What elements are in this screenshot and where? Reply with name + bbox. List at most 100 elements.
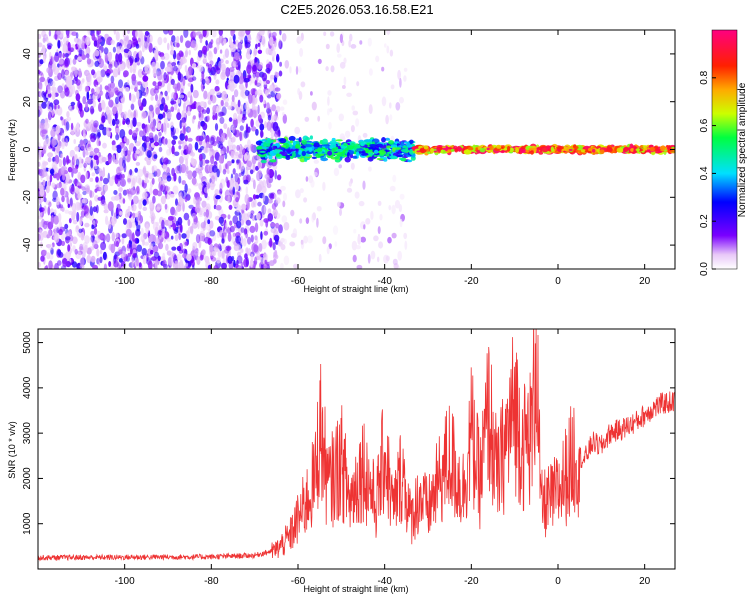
- heatmap-line-cell: [304, 159, 308, 162]
- x-tick-label: -100: [115, 276, 135, 287]
- heatmap-line-cell: [623, 146, 629, 153]
- heatmap-blob: [269, 237, 273, 248]
- heatmap-blob: [179, 133, 185, 141]
- heatmap-blob: [48, 30, 52, 37]
- heatmap-line-cell: [409, 139, 414, 144]
- heatmap-blob: [170, 121, 174, 129]
- heatmap-blob: [235, 235, 242, 244]
- heatmap-blob: [204, 255, 210, 264]
- heatmap-blob: [218, 30, 223, 36]
- heatmap-blob: [170, 78, 175, 85]
- heatmap-blob: [253, 106, 258, 111]
- y-tick-label: 4000: [22, 376, 33, 399]
- heatmap-blob: [158, 234, 162, 240]
- heatmap-blob: [47, 152, 54, 158]
- heatmap-blob: [42, 37, 46, 43]
- heatmap-blob: [238, 83, 244, 90]
- heatmap-blob: [219, 49, 223, 54]
- heatmap-blob: [226, 169, 230, 175]
- heatmap-blob: [272, 121, 279, 132]
- heatmap-blob: [158, 137, 163, 147]
- heatmap-blob: [167, 256, 173, 266]
- spectrogram-panel: -100 -80 -60 -40 -20 0 20 -40 -20 0 20 40 Height o…: [7, 29, 676, 294]
- heatmap-blob: [346, 187, 353, 193]
- heatmap-blob: [98, 151, 101, 158]
- heatmap-blob: [282, 112, 285, 116]
- heatmap-blob: [354, 191, 360, 199]
- heatmap-blob: [200, 146, 205, 151]
- heatmap-blob: [191, 76, 197, 81]
- heatmap-blob: [352, 254, 357, 263]
- heatmap-blob: [343, 57, 347, 64]
- heatmap-blob: [263, 218, 270, 223]
- heatmap-line-cell: [488, 145, 494, 151]
- heatmap-blob: [248, 36, 252, 41]
- heatmap-blob: [389, 185, 396, 192]
- heatmap-blob: [391, 204, 396, 215]
- heatmap-blob: [70, 101, 76, 106]
- heatmap-line-cell: [369, 144, 377, 147]
- heatmap-blob: [228, 204, 233, 210]
- heatmap-blob: [200, 230, 205, 237]
- x-tick-label: -40: [377, 276, 392, 287]
- heatmap-blob: [139, 130, 144, 138]
- heatmap-blob: [245, 186, 248, 195]
- heatmap-blob: [107, 114, 112, 123]
- heatmap-blob: [87, 30, 92, 36]
- heatmap-blob: [204, 159, 210, 164]
- heatmap-blob: [220, 99, 224, 107]
- heatmap-line-cell: [285, 156, 291, 160]
- heatmap-blob: [127, 59, 131, 69]
- heatmap-line-cell: [301, 139, 307, 145]
- heatmap-blob: [127, 30, 130, 35]
- heatmap-blob: [313, 171, 318, 177]
- heatmap-blob: [399, 218, 403, 228]
- heatmap-blob: [397, 69, 401, 80]
- heatmap-blob: [201, 249, 206, 256]
- heatmap-blob: [163, 263, 168, 269]
- heatmap-blob: [254, 79, 258, 86]
- heatmap-blob: [164, 125, 167, 135]
- heatmap-blob: [359, 40, 363, 45]
- heatmap-blob: [171, 145, 175, 155]
- heatmap-blob: [254, 56, 258, 63]
- heatmap-blob: [115, 133, 120, 141]
- heatmap-blob: [175, 127, 179, 134]
- heatmap-blob: [233, 117, 238, 127]
- heatmap-blob: [183, 212, 190, 221]
- heatmap-line-cell: [272, 145, 276, 151]
- heatmap-blob: [83, 204, 89, 214]
- heatmap-blob: [280, 262, 284, 269]
- heatmap-blob: [188, 143, 193, 151]
- heatmap-blob: [130, 85, 135, 90]
- heatmap-blob: [85, 118, 89, 124]
- heatmap-blob: [84, 244, 88, 253]
- heatmap-blob: [241, 266, 244, 269]
- heatmap-blob: [86, 247, 92, 255]
- heatmap-blob: [117, 91, 124, 99]
- heatmap-blob: [72, 219, 78, 225]
- heatmap-blob: [102, 142, 107, 149]
- heatmap-blob: [174, 260, 179, 265]
- heatmap-blob: [178, 233, 182, 241]
- heatmap-blob: [41, 90, 46, 98]
- heatmap-blob: [151, 177, 155, 185]
- heatmap-blob: [113, 254, 118, 260]
- heatmap-blob: [84, 184, 91, 192]
- heatmap-blob: [74, 67, 78, 78]
- heatmap-blob: [78, 68, 82, 78]
- heatmap-blob: [96, 248, 100, 257]
- heatmap-blob: [85, 171, 88, 180]
- heatmap-line-cell: [367, 156, 374, 162]
- heatmap-blob: [126, 174, 132, 185]
- heatmap-blob: [136, 238, 140, 244]
- heatmap-blob: [289, 66, 292, 74]
- heatmap-blob: [251, 126, 257, 132]
- heatmap-blob: [171, 62, 177, 67]
- heatmap-blob: [126, 189, 130, 194]
- heatmap-blob: [256, 212, 261, 221]
- heatmap-line-cell: [355, 151, 360, 157]
- heatmap-blob: [202, 54, 207, 63]
- heatmap-blob: [229, 70, 235, 78]
- heatmap-blob: [93, 227, 98, 235]
